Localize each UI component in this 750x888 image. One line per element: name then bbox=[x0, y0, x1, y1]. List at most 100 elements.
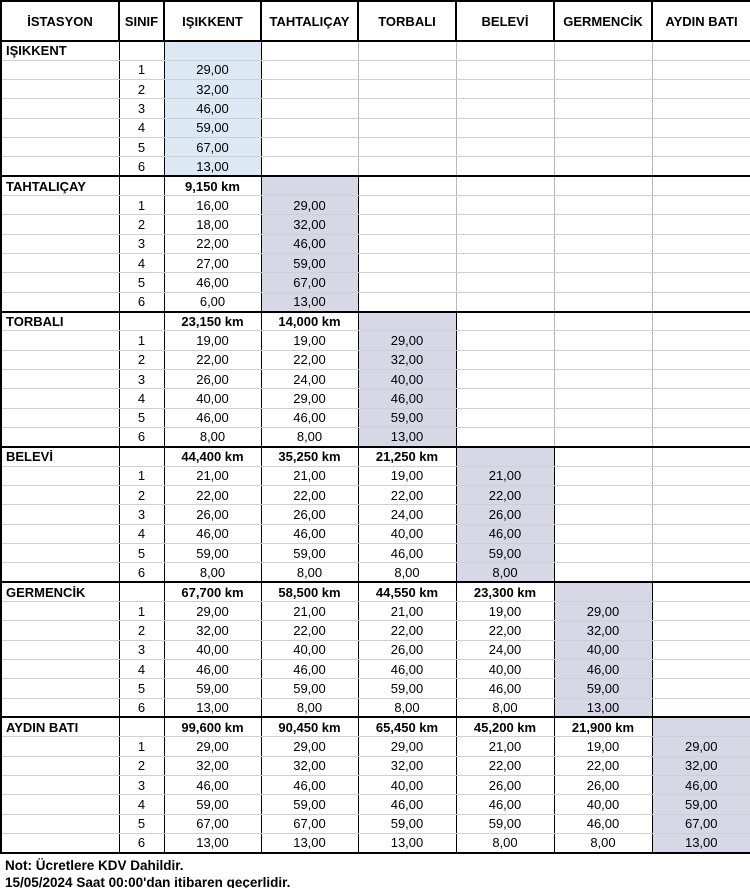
empty-cell bbox=[456, 330, 555, 351]
fare-cell: 40,00 bbox=[456, 659, 555, 680]
empty-cell bbox=[358, 137, 457, 158]
class-number-cell: 6 bbox=[119, 698, 165, 718]
class-number-cell: 3 bbox=[119, 504, 165, 525]
fare-row-5-2: 2 32,00 32,00 32,00 22,00 22,00 32,00 bbox=[1, 756, 750, 776]
empty-station-cell bbox=[1, 736, 120, 757]
empty-station-cell bbox=[1, 60, 120, 81]
empty-station-cell bbox=[1, 698, 120, 718]
own-fare-cell: 59,00 bbox=[261, 253, 359, 274]
class-number-cell: 2 bbox=[119, 350, 165, 371]
class-number-cell: 1 bbox=[119, 330, 165, 351]
empty-cell bbox=[652, 466, 750, 487]
empty-cell bbox=[456, 214, 555, 235]
header-row: İSTASYON SINIF IŞIKKENT TAHTALIÇAY TORBALI BE… bbox=[0, 0, 750, 42]
empty-cell bbox=[652, 234, 750, 255]
own-fare-cell: 29,00 bbox=[358, 330, 457, 351]
empty-cell bbox=[652, 601, 750, 622]
empty-cell bbox=[261, 137, 359, 158]
fare-row-1-2: 2 18,00 32,00 bbox=[1, 214, 750, 235]
empty-station-cell bbox=[1, 659, 120, 680]
own-fare-cell: 13,00 bbox=[164, 156, 262, 177]
class-number-cell: 6 bbox=[119, 833, 165, 854]
fare-cell: 22,00 bbox=[456, 620, 555, 641]
class-number-cell: 5 bbox=[119, 543, 165, 564]
class-number-cell: 2 bbox=[119, 79, 165, 100]
fare-row-0-5: 5 67,00 bbox=[1, 137, 750, 158]
class-number-cell bbox=[119, 175, 165, 197]
fare-cell: 13,00 bbox=[164, 698, 262, 718]
fare-row-0-6: 6 13,00 bbox=[1, 156, 750, 177]
column-header-0: İSTASYON bbox=[0, 0, 120, 42]
class-number-cell: 2 bbox=[119, 620, 165, 641]
own-fare-cell: 29,00 bbox=[164, 60, 262, 81]
empty-cell bbox=[554, 543, 653, 564]
station-name-cell: TORBALI bbox=[1, 310, 120, 332]
empty-cell bbox=[456, 60, 555, 81]
own-fare-cell: 32,00 bbox=[164, 79, 262, 100]
fare-cell: 8,00 bbox=[164, 562, 262, 583]
empty-cell bbox=[554, 137, 653, 158]
class-number-cell bbox=[119, 581, 165, 603]
fare-cell: 22,00 bbox=[164, 234, 262, 255]
class-number-cell: 2 bbox=[119, 485, 165, 506]
fare-cell: 32,00 bbox=[261, 756, 359, 776]
fare-cell: 32,00 bbox=[358, 756, 457, 776]
fare-cell: 19,00 bbox=[164, 330, 262, 351]
fare-cell: 8,00 bbox=[358, 562, 457, 583]
own-fare-cell: 21,00 bbox=[456, 466, 555, 487]
class-number-cell bbox=[119, 445, 165, 467]
empty-cell bbox=[554, 253, 653, 274]
class-number-cell: 4 bbox=[119, 794, 165, 815]
empty-cell bbox=[554, 39, 653, 61]
empty-cell bbox=[456, 234, 555, 255]
empty-station-cell bbox=[1, 272, 120, 293]
empty-cell bbox=[358, 60, 457, 81]
fare-cell: 13,00 bbox=[358, 833, 457, 854]
fare-cell: 8,00 bbox=[261, 562, 359, 583]
empty-cell bbox=[652, 640, 750, 661]
empty-cell bbox=[261, 98, 359, 119]
distance-cell: 23,150 km bbox=[164, 310, 262, 332]
empty-cell bbox=[652, 581, 750, 603]
empty-cell bbox=[554, 369, 653, 390]
fare-cell: 32,00 bbox=[164, 756, 262, 776]
station-row-3: BELEVİ 44,400 km 35,250 km 21,250 km bbox=[1, 445, 750, 467]
fare-cell: 46,00 bbox=[164, 524, 262, 545]
fare-cell: 46,00 bbox=[261, 524, 359, 545]
own-station-cell bbox=[456, 445, 555, 467]
own-fare-cell: 67,00 bbox=[261, 272, 359, 293]
distance-cell: 44,550 km bbox=[358, 581, 457, 603]
fare-cell: 27,00 bbox=[164, 253, 262, 274]
fare-cell: 21,00 bbox=[164, 466, 262, 487]
fare-row-5-6: 6 13,00 13,00 13,00 8,00 8,00 13,00 bbox=[1, 833, 750, 854]
fare-cell: 40,00 bbox=[261, 640, 359, 661]
empty-cell bbox=[652, 175, 750, 197]
fare-row-4-5: 5 59,00 59,00 59,00 46,00 59,00 bbox=[1, 678, 750, 699]
empty-cell bbox=[554, 292, 653, 313]
fare-cell: 40,00 bbox=[164, 388, 262, 409]
own-fare-cell: 32,00 bbox=[358, 350, 457, 371]
class-number-cell: 4 bbox=[119, 388, 165, 409]
fare-cell: 29,00 bbox=[261, 388, 359, 409]
fare-cell: 21,00 bbox=[261, 601, 359, 622]
fare-cell: 8,00 bbox=[456, 698, 555, 718]
empty-cell bbox=[652, 214, 750, 235]
station-row-5: AYDIN BATI 99,600 km 90,450 km 65,450 km 45,… bbox=[1, 716, 750, 738]
empty-station-cell bbox=[1, 427, 120, 448]
fare-cell: 22,00 bbox=[358, 620, 457, 641]
empty-cell bbox=[652, 292, 750, 313]
own-fare-cell: 13,00 bbox=[652, 833, 750, 854]
fare-cell: 46,00 bbox=[164, 408, 262, 429]
empty-cell bbox=[652, 445, 750, 467]
fare-cell: 22,00 bbox=[164, 350, 262, 371]
class-number-cell: 1 bbox=[119, 601, 165, 622]
fare-cell: 22,00 bbox=[358, 485, 457, 506]
empty-cell bbox=[652, 388, 750, 409]
column-header-7: AYDIN BATI bbox=[651, 0, 750, 42]
fare-row-1-1: 1 16,00 29,00 bbox=[1, 195, 750, 216]
distance-cell: 90,450 km bbox=[261, 716, 359, 738]
fare-row-0-1: 1 29,00 bbox=[1, 60, 750, 81]
empty-cell bbox=[554, 60, 653, 81]
own-fare-cell: 32,00 bbox=[652, 756, 750, 776]
